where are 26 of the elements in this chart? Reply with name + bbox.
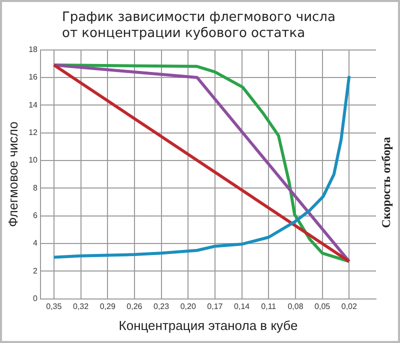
x-tick-label: 0,32 [72,302,90,311]
x-tick-label: 0,11 [261,302,277,311]
y-tick-label: 4 [33,238,38,248]
y-tick-label: 10 [28,156,38,165]
x-tick-label: 0,08 [288,302,304,311]
x-tick-label: 0,23 [153,302,170,311]
y-tick-label: 12 [28,128,38,138]
y-axis-title: Флегмовое число [5,122,20,228]
chart-title: График зависимости флегмового числа от концентрации кубового остатка [62,10,336,42]
x-tick-label: 0,35 [46,302,62,311]
y-tick-label: 6 [33,211,38,220]
y-tick-label: 8 [33,183,38,192]
x-tick-label: 0,14 [234,302,250,311]
y-tick-label: 14 [28,100,38,110]
x-tick-label: 0,29 [100,302,116,311]
y-tick-label: 0 [33,294,38,304]
x-tick-label: 0,20 [180,302,196,311]
x-axis-title: Концентрация этанола в кубе [118,318,298,333]
x-tick-label: 0,17 [207,302,224,311]
x-tick-label: 0,05 [314,302,331,311]
y-tick-label: 16 [28,72,38,82]
x-tick-label: 0,26 [126,302,143,311]
y2-axis-title: Скорость отбора [378,136,394,228]
y-tick-label: 2 [33,266,38,276]
y-tick-label: 18 [28,45,38,54]
x-tick-label: 0,02 [341,302,358,311]
